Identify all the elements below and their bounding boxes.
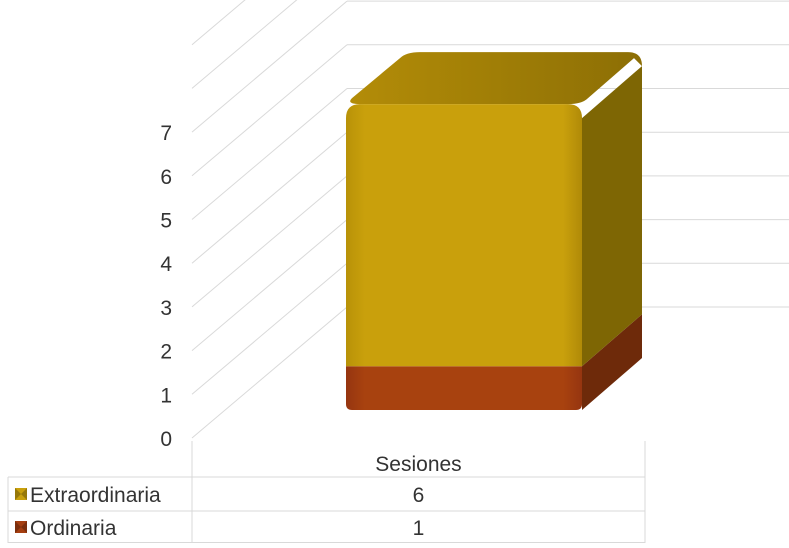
data-table-value: 1 bbox=[413, 517, 425, 540]
y-tick-label: 0 bbox=[160, 428, 172, 451]
bar-ordinaria-side bbox=[582, 314, 642, 410]
bar-extraordinaria-side bbox=[582, 66, 642, 367]
legend-key-bevel bbox=[15, 488, 27, 500]
y-tick-label: 6 bbox=[160, 166, 172, 189]
category-label: Sesiones bbox=[375, 453, 461, 476]
legend-label: Extraordinaria bbox=[30, 484, 161, 507]
gridline-side bbox=[191, 131, 348, 264]
bar-extraordinaria bbox=[346, 104, 582, 367]
y-tick-label: 3 bbox=[160, 297, 172, 320]
gridline-side bbox=[191, 262, 348, 395]
gridline-side bbox=[191, 88, 348, 220]
gridline-side bbox=[191, 175, 348, 308]
legend-label: Ordinaria bbox=[30, 517, 117, 540]
y-tick-label: 1 bbox=[160, 384, 172, 407]
gridline-side bbox=[191, 0, 246, 46]
data-table-value: 6 bbox=[413, 484, 425, 507]
y-tick-label: 7 bbox=[160, 122, 172, 145]
gridline-side bbox=[191, 219, 348, 351]
legend-key-bevel bbox=[15, 521, 27, 533]
legend-key bbox=[15, 488, 27, 500]
bars bbox=[346, 52, 642, 410]
gridline-side bbox=[191, 306, 348, 439]
gridline-side bbox=[191, 44, 348, 177]
y-axis: 0 1 2 3 4 5 6 7 bbox=[160, 122, 172, 451]
y-tick-label: 4 bbox=[160, 253, 172, 276]
data-table: Sesiones Extraordinaria 6 Ordinaria 1 bbox=[7, 441, 646, 543]
gridline-side bbox=[191, 0, 298, 89]
bar-ordinaria bbox=[346, 366, 582, 410]
bar-top-face bbox=[350, 52, 642, 105]
y-tick-label: 2 bbox=[160, 341, 172, 364]
gridline-side bbox=[191, 0, 348, 133]
legend-key bbox=[15, 521, 27, 533]
y-tick-label: 5 bbox=[160, 210, 172, 233]
